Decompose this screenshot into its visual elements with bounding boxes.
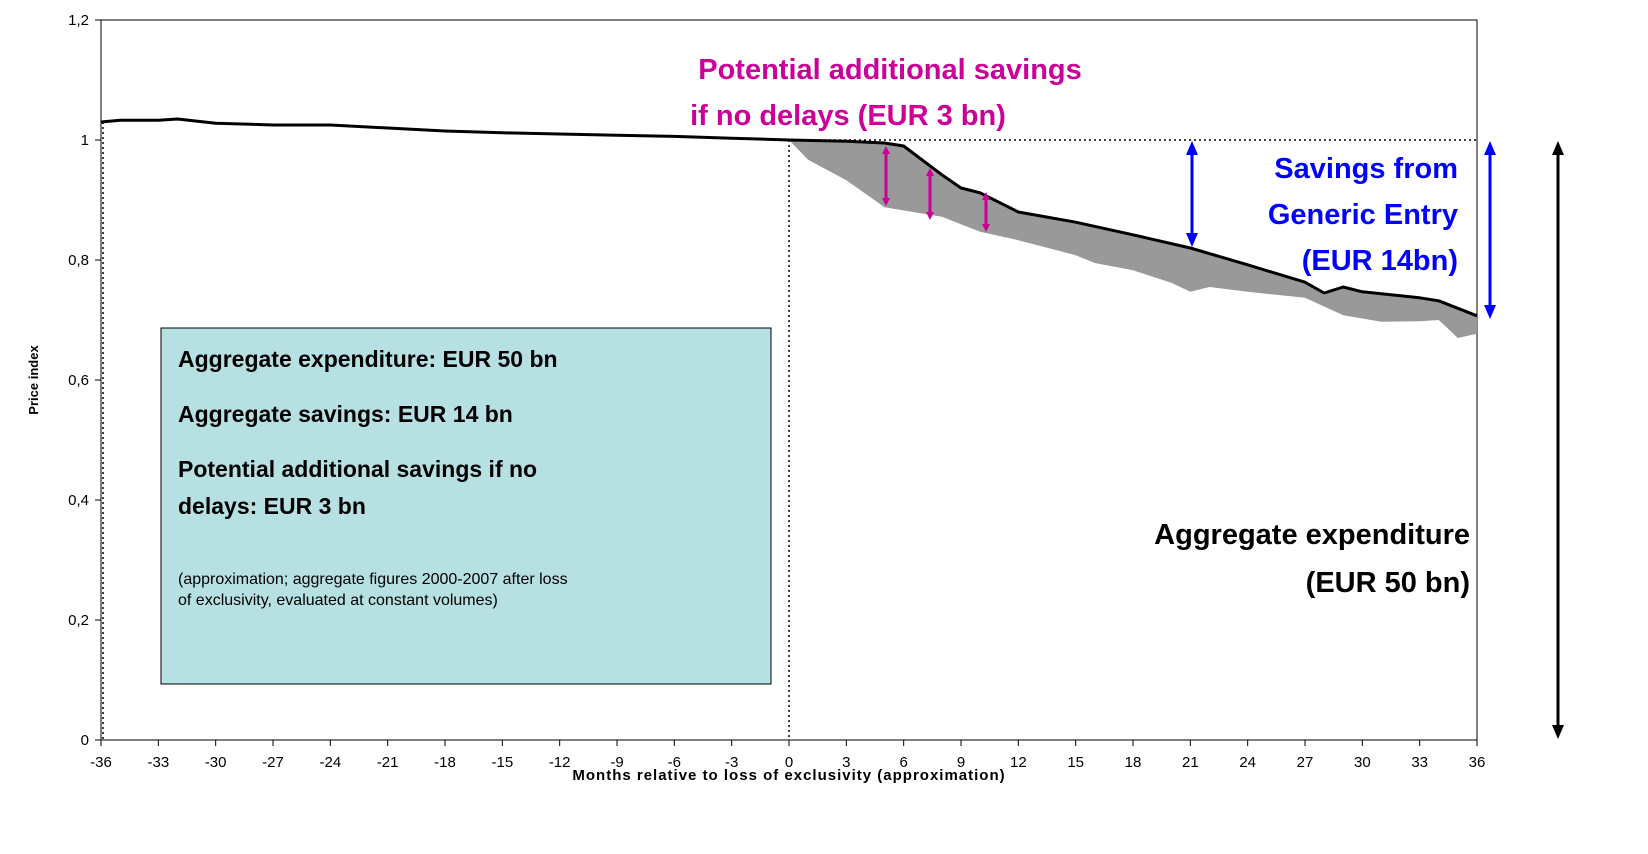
x-tick-label: -24 (319, 754, 341, 771)
x-tick-label: -6 (668, 754, 681, 771)
x-tick-label: -12 (549, 754, 571, 771)
x-tick-label: -3 (725, 754, 738, 771)
x-tick-label: -36 (90, 754, 112, 771)
x-tick-label: 0 (785, 754, 793, 771)
box-line: Potential additional savings if no (178, 456, 537, 482)
box-note: (approximation; aggregate figures 2000-2… (178, 571, 568, 588)
x-tick-label: 3 (842, 754, 850, 771)
x-tick-label: 6 (899, 754, 907, 771)
x-tick-label: 21 (1182, 754, 1199, 771)
box-note: of exclusivity, evaluated at constant vo… (178, 592, 498, 609)
annotation: (EUR 14bn) (1302, 245, 1458, 277)
y-tick-label: 0,8 (68, 252, 89, 269)
x-tick-label: -27 (262, 754, 284, 771)
y-tick-label: 0,4 (68, 492, 89, 509)
x-axis-label: Months relative to loss of exclusivity (… (572, 767, 1005, 784)
x-tick-label: -15 (491, 754, 513, 771)
annotation: if no delays (EUR 3 bn) (690, 100, 1006, 132)
x-tick-label: -33 (147, 754, 169, 771)
x-tick-label: 24 (1239, 754, 1256, 771)
box-line: delays: EUR 3 bn (178, 493, 366, 519)
x-tick-label: -21 (377, 754, 399, 771)
info-box (160, 327, 772, 685)
x-tick-label: 18 (1125, 754, 1142, 771)
box-line: Aggregate savings: EUR 14 bn (178, 401, 513, 427)
x-tick-label: -18 (434, 754, 456, 771)
annotation: Potential additional savings (698, 54, 1082, 86)
box-line: Aggregate expenditure: EUR 50 bn (178, 346, 558, 372)
annotation: Aggregate expenditure (1154, 519, 1470, 551)
y-tick-label: 1 (81, 132, 89, 149)
x-tick-label: 36 (1469, 754, 1486, 771)
x-tick-label: -9 (610, 754, 623, 771)
x-tick-label: -30 (205, 754, 227, 771)
y-tick-label: 0,6 (68, 372, 89, 389)
x-tick-label: 9 (957, 754, 965, 771)
x-tick-label: 12 (1010, 754, 1027, 771)
annotation: Generic Entry (1268, 199, 1458, 231)
y-tick-label: 0,2 (68, 612, 89, 629)
x-tick-label: 15 (1067, 754, 1084, 771)
y-tick-label: 1,2 (68, 12, 89, 29)
x-tick-label: 27 (1297, 754, 1314, 771)
price-line (100, 117, 1478, 318)
x-tick-label: 30 (1354, 754, 1371, 771)
annotation: (EUR 50 bn) (1306, 567, 1470, 599)
y-tick-label: 0 (81, 732, 89, 749)
y-axis-label: Price index (26, 345, 41, 415)
x-tick-label: 33 (1411, 754, 1428, 771)
annotation: Savings from (1274, 153, 1458, 185)
